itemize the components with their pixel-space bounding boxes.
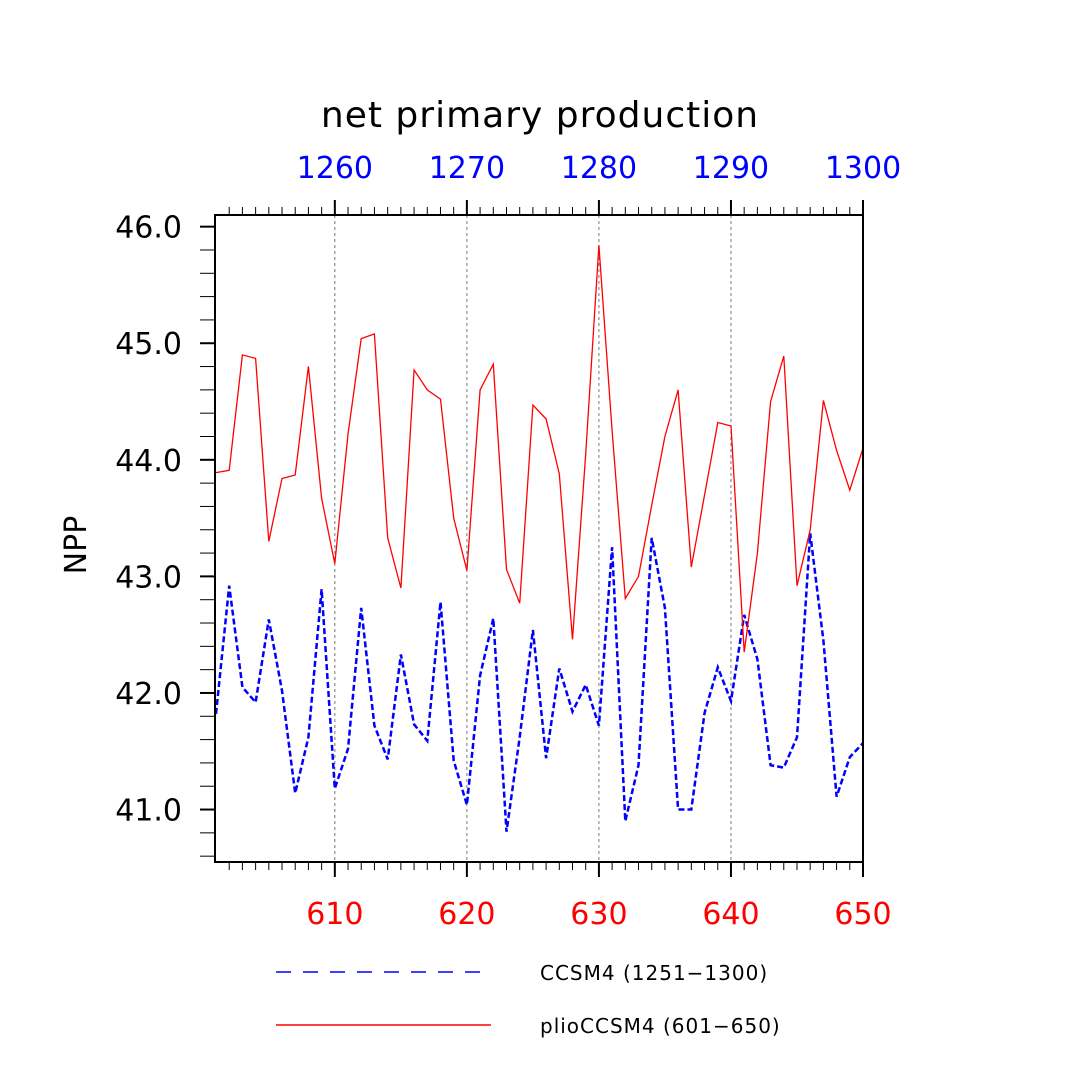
axis-ticks bbox=[200, 200, 864, 877]
x-top-tick-label: 1280 bbox=[561, 151, 637, 186]
x-top-tick-label: 1260 bbox=[297, 151, 373, 186]
vertical-gridlines bbox=[334, 215, 732, 862]
x-bottom-tick-label: 640 bbox=[702, 897, 759, 932]
y-axis-label: NPP bbox=[59, 516, 94, 575]
y-tick-label: 43.0 bbox=[115, 560, 182, 595]
x-bottom-tick-label: 650 bbox=[834, 897, 891, 932]
legend-label-0: CCSM4 (1251−1300) bbox=[540, 961, 768, 985]
plot-frame bbox=[214, 214, 864, 863]
x-bottom-tick-label: 630 bbox=[570, 897, 627, 932]
legend: CCSM4 (1251−1300) plioCCSM4 (601−650) bbox=[276, 961, 781, 1038]
series-lines bbox=[214, 245, 864, 832]
x-bottom-tick-label: 620 bbox=[438, 897, 495, 932]
tick-labels: 41.0 42.0 43.0 44.0 45.0 46.0 610 620 630 640 650 1… bbox=[115, 151, 901, 932]
x-top-tick-label: 1290 bbox=[693, 151, 769, 186]
x-top-tick-label: 1300 bbox=[825, 151, 901, 186]
legend-label-1: plioCCSM4 (601−650) bbox=[540, 1014, 781, 1038]
y-tick-label: 42.0 bbox=[115, 677, 182, 712]
y-tick-label: 41.0 bbox=[115, 794, 182, 829]
y-tick-label: 44.0 bbox=[115, 444, 182, 479]
y-tick-label: 45.0 bbox=[115, 327, 182, 362]
series-line-0 bbox=[214, 533, 864, 832]
chart-title: net primary production bbox=[321, 95, 759, 136]
x-bottom-tick-label: 610 bbox=[306, 897, 363, 932]
x-top-tick-label: 1270 bbox=[429, 151, 505, 186]
series-line-1 bbox=[215, 245, 864, 653]
y-tick-label: 46.0 bbox=[115, 211, 182, 246]
